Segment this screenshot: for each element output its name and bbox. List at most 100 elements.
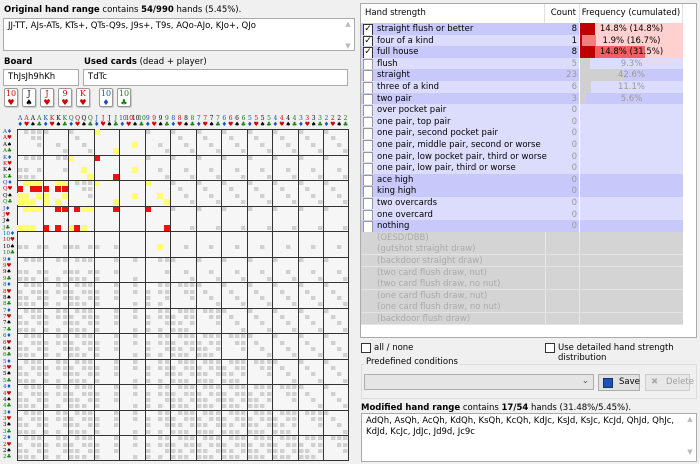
combo-cell[interactable] xyxy=(183,442,189,448)
combo-cell[interactable] xyxy=(94,397,100,403)
combo-cell[interactable] xyxy=(272,442,279,448)
combo-cell[interactable] xyxy=(23,301,30,307)
combo-cell[interactable] xyxy=(272,429,279,435)
combo-cell[interactable] xyxy=(42,224,49,231)
combo-cell[interactable] xyxy=(189,442,196,448)
combo-cell[interactable] xyxy=(228,333,234,339)
combo-cell[interactable] xyxy=(170,378,177,384)
combo-cell[interactable] xyxy=(55,301,62,307)
combo-cell[interactable] xyxy=(30,365,36,371)
column-header[interactable]: 2 ♥ xyxy=(330,115,336,128)
combo-cell[interactable] xyxy=(62,448,68,454)
combo-cell[interactable] xyxy=(157,289,164,295)
combo-cell[interactable] xyxy=(164,422,170,428)
combo-cell[interactable] xyxy=(259,410,266,416)
combo-cell[interactable] xyxy=(157,410,164,416)
combo-cell[interactable] xyxy=(17,346,23,352)
combo-cell[interactable] xyxy=(330,135,336,141)
combo-cell[interactable] xyxy=(196,340,202,346)
combo-cell[interactable] xyxy=(177,308,183,314)
combo-cell[interactable] xyxy=(266,391,272,397)
combo-cell[interactable] xyxy=(43,327,49,333)
combo-cell[interactable] xyxy=(317,276,323,282)
header-count[interactable]: Count xyxy=(545,4,580,23)
combo-cell[interactable] xyxy=(272,422,279,428)
combo-cell[interactable] xyxy=(23,174,30,180)
combo-cell[interactable] xyxy=(234,429,240,435)
combo-cell[interactable] xyxy=(304,448,311,454)
combo-cell[interactable] xyxy=(310,193,317,199)
combo-cell[interactable] xyxy=(55,276,62,282)
combo-cell[interactable] xyxy=(317,422,323,428)
combo-cell[interactable] xyxy=(170,422,177,428)
combo-cell[interactable] xyxy=(87,320,94,326)
combo-cell[interactable] xyxy=(177,346,183,352)
combo-cell[interactable] xyxy=(43,352,49,358)
row-header[interactable]: 3♣ xyxy=(3,428,12,435)
combo-cell[interactable] xyxy=(202,378,209,384)
combo-cell[interactable] xyxy=(177,410,183,416)
combo-cell[interactable] xyxy=(23,192,30,199)
combo-cell[interactable] xyxy=(228,429,234,435)
combo-cell[interactable] xyxy=(177,320,183,326)
combo-cell[interactable] xyxy=(80,205,87,212)
combo-cell[interactable] xyxy=(62,371,68,377)
combo-cell[interactable] xyxy=(74,276,81,282)
combo-cell[interactable] xyxy=(94,429,100,435)
combo-cell[interactable] xyxy=(298,448,304,454)
hand-strength-row[interactable]: three of a kind 6 11.1% xyxy=(361,81,683,94)
combo-cell[interactable] xyxy=(208,142,215,148)
combo-cell[interactable] xyxy=(145,416,151,422)
column-header[interactable]: Q ♦ xyxy=(68,115,74,128)
combo-cell[interactable] xyxy=(113,397,119,403)
combo-cell[interactable] xyxy=(55,403,62,409)
combo-cell[interactable] xyxy=(29,186,36,193)
combo-cell[interactable] xyxy=(23,403,30,409)
combo-cell[interactable] xyxy=(240,333,247,339)
combo-cell[interactable] xyxy=(247,180,253,186)
combo-cell[interactable] xyxy=(234,320,240,326)
combo-cell[interactable] xyxy=(189,333,196,339)
combo-cell[interactable] xyxy=(94,289,100,295)
combo-cell[interactable] xyxy=(87,244,94,250)
combo-cell[interactable] xyxy=(30,359,36,365)
combo-cell[interactable] xyxy=(145,346,151,352)
combo-cell[interactable] xyxy=(234,269,240,275)
combo-cell[interactable] xyxy=(87,289,94,295)
combo-cell[interactable] xyxy=(330,365,336,371)
combo-cell[interactable] xyxy=(157,167,164,173)
combo-cell[interactable] xyxy=(23,422,30,428)
combo-cell[interactable] xyxy=(323,155,330,161)
combo-cell[interactable] xyxy=(93,154,100,161)
combo-cell[interactable] xyxy=(183,403,189,409)
column-header[interactable]: 6 ♣ xyxy=(240,115,247,128)
combo-cell[interactable] xyxy=(221,308,228,314)
row-header[interactable]: 9♠ xyxy=(3,269,12,276)
combo-cell[interactable] xyxy=(170,403,177,409)
combo-cell[interactable] xyxy=(336,346,342,352)
combo-cell[interactable] xyxy=(29,205,36,212)
combo-cell[interactable] xyxy=(30,314,36,320)
combo-cell[interactable] xyxy=(62,282,68,288)
combo-cell[interactable] xyxy=(36,180,43,187)
board-input[interactable]: ThJsJh9hKh xyxy=(3,69,79,86)
combo-cell[interactable] xyxy=(17,327,23,333)
combo-cell[interactable] xyxy=(183,289,189,295)
combo-cell[interactable] xyxy=(177,397,183,403)
combo-cell[interactable] xyxy=(68,442,75,448)
combo-cell[interactable] xyxy=(228,371,234,377)
combo-cell[interactable] xyxy=(208,193,215,199)
combo-cell[interactable] xyxy=(81,391,87,397)
combo-cell[interactable] xyxy=(208,308,215,314)
combo-cell[interactable] xyxy=(30,352,36,358)
combo-cell[interactable] xyxy=(74,422,81,428)
row-header[interactable]: 6♠ xyxy=(3,345,12,352)
combo-cell[interactable] xyxy=(272,155,279,161)
column-header[interactable]: 2 ♦ xyxy=(323,115,330,128)
combo-cell[interactable] xyxy=(17,422,23,428)
combo-cell[interactable] xyxy=(164,257,170,263)
combo-cell[interactable] xyxy=(68,448,75,454)
combo-cell[interactable] xyxy=(259,365,266,371)
combo-cell[interactable] xyxy=(43,320,49,326)
combo-cell[interactable] xyxy=(330,416,336,422)
